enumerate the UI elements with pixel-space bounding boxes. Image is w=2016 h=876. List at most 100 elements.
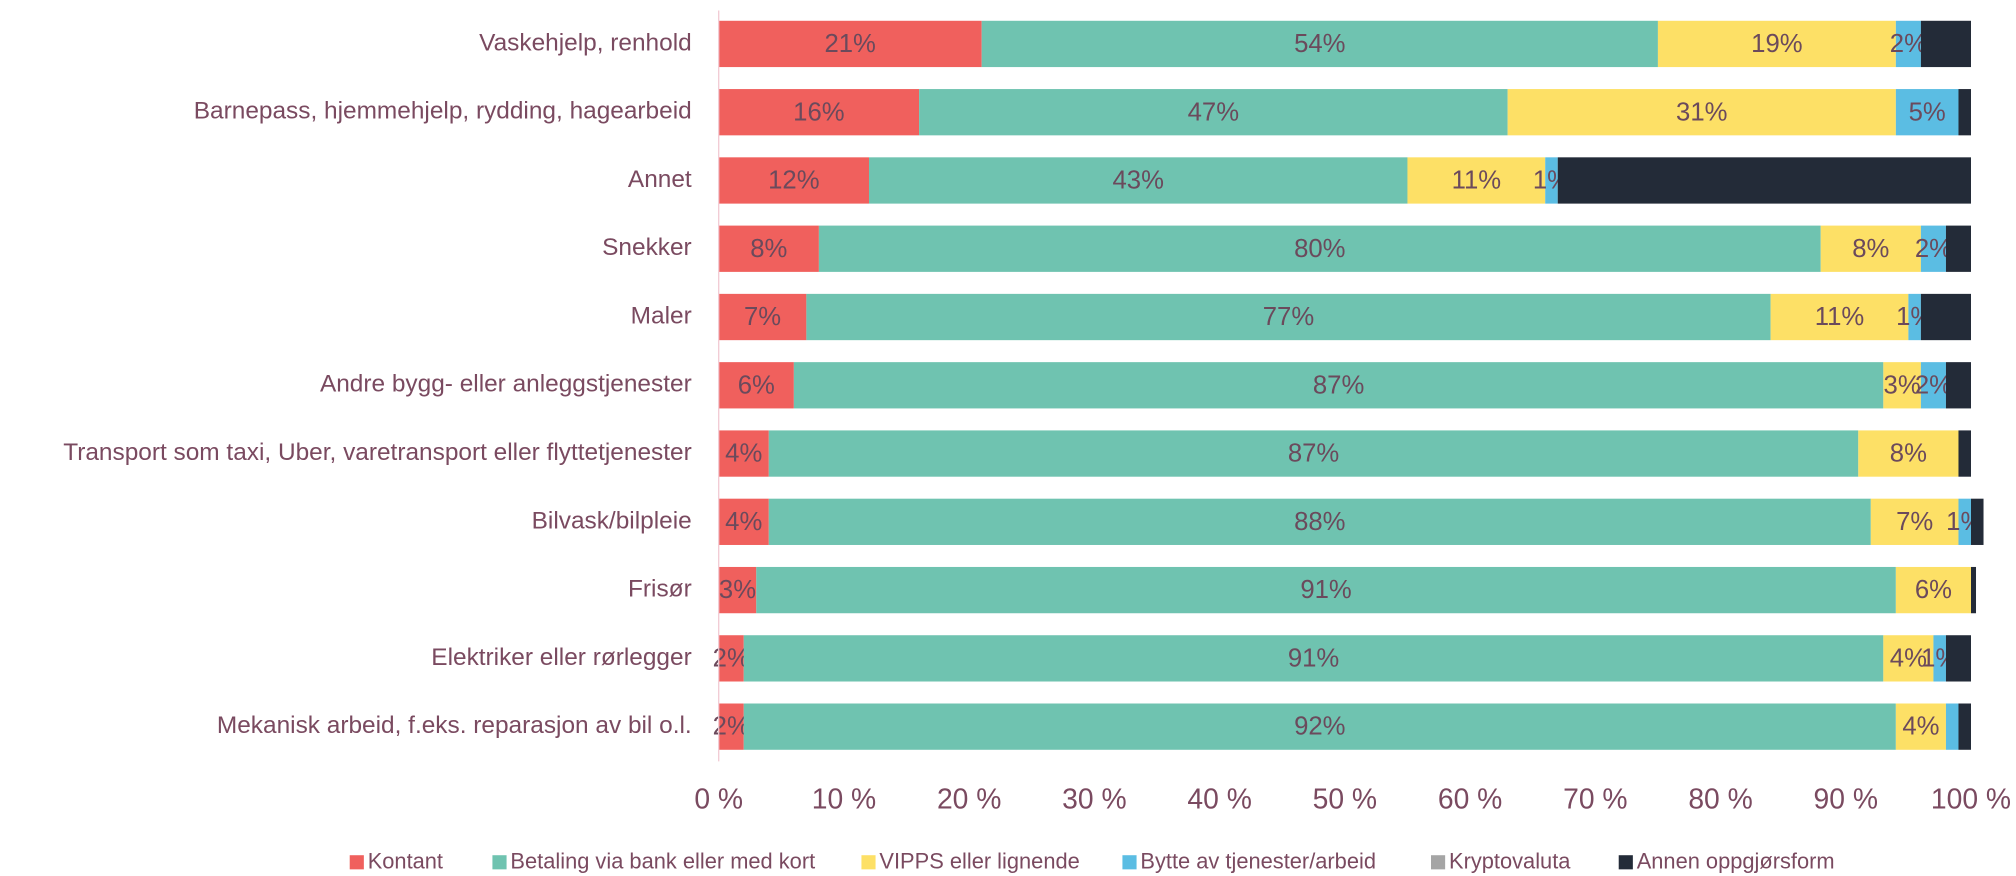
value-label: 19% [1751,30,1802,58]
bar-segment [718,225,819,272]
bar-segment [743,703,1896,750]
value-label: 7% [744,303,781,331]
value-label: 8% [1890,440,1927,468]
value-label: 54% [1294,30,1345,58]
category-label: Transport som taxi, Uber, varetransport … [63,439,691,466]
bar-segment [981,20,1658,68]
bar-segment [1920,20,1971,68]
bar-segment [718,498,769,545]
bar-segment [1958,498,1971,545]
category-label: Mekanisk arbeid, f.eks. reparasjon av bi… [217,712,692,739]
legend-swatch [492,855,507,870]
value-label: 47% [1188,98,1239,126]
bar-segment [743,635,1884,682]
category-label: Andre bygg- eller anleggstjenester [320,371,692,398]
value-label: 80% [1294,235,1345,263]
bar-segment [1870,498,1959,545]
value-label: 43% [1113,167,1164,195]
value-label: 87% [1313,371,1364,399]
bar-segment [1895,89,1959,136]
legend-label: Betaling via bank eller med kort [510,849,815,874]
category-label: Annet [628,166,692,193]
bar-segment [718,635,744,682]
bar-segment [1883,362,1921,409]
value-label: 92% [1294,713,1345,741]
bar-segment [1945,225,1971,272]
bar-segment [1945,635,1971,682]
bar-segment [818,225,1821,272]
bar-segment [1908,293,1921,341]
value-label: 8% [1852,235,1889,263]
value-label: 87% [1288,440,1339,468]
x-tick-label: 30 % [1062,783,1126,815]
bar-segment [1557,157,1971,204]
x-tick-label: 50 % [1313,783,1377,815]
bar-segment [1770,293,1909,341]
bar-segment [1507,89,1896,136]
x-tick-label: 100 % [1931,783,2011,815]
legend-label: VIPPS eller lignende [879,849,1079,874]
x-tick-label: 20 % [937,783,1001,815]
category-label: Vaskehjelp, renhold [479,29,692,56]
bar-segment [1895,566,1971,614]
bar-segment [718,430,769,477]
bar-segment [868,157,1408,204]
value-label: 4% [1890,644,1927,672]
bar-segment [768,430,1859,477]
bar-segment [1958,430,1971,477]
bar-segment [718,703,744,750]
value-label: 12% [768,167,819,195]
x-tick-label: 80 % [1688,783,1752,815]
x-tick-label: 40 % [1187,783,1251,815]
x-tick-label: 60 % [1438,783,1502,815]
bar-segment [806,293,1771,341]
legend-swatch [861,855,876,870]
value-label: 5% [1909,98,1946,126]
x-tick-label: 0 % [694,783,743,815]
value-label: 11% [1452,167,1502,195]
category-label: Barnepass, hjemmehjelp, rydding, hagearb… [194,98,692,125]
bar-segment [718,566,757,614]
bar-segment [1895,703,1946,750]
bar-segment [1895,20,1921,68]
value-label: 3% [719,576,756,604]
value-label: 16% [793,98,844,126]
value-label: 2% [1915,371,1952,399]
x-tick-label: 90 % [1814,783,1878,815]
category-label: Snekker [602,234,692,261]
legend-label: Kryptovaluta [1449,849,1571,874]
legend-label: Kontant [368,849,443,874]
value-label: 3% [1884,371,1921,399]
bar-segment [1545,157,1558,204]
bar-segment [1945,362,1971,409]
value-label: 2% [1915,235,1952,263]
bar-segment [718,20,982,68]
value-label: 11% [1815,303,1865,331]
category-label: Frisør [628,576,692,603]
legend-label: Bytte av tjenester/arbeid [1140,849,1376,874]
bar-segment [1920,293,1971,341]
bar-segment [718,157,869,204]
category-label: Maler [631,302,692,329]
value-label: 2% [1890,30,1927,58]
bar-segment [1920,225,1946,272]
legend-label: Annen oppgjørsform [1637,849,1835,874]
bar-segment [1920,362,1946,409]
value-label: 6% [738,371,775,399]
bar-segment [793,362,1884,409]
value-label: 91% [1288,644,1339,672]
bar-segment [1958,89,1971,136]
x-tick-label: 70 % [1563,783,1627,815]
bar-segment [1971,498,1984,545]
bar-segment [1945,703,1959,750]
bar-segment [1820,225,1921,272]
value-label: 77% [1263,303,1314,331]
bar-segment [1407,157,1546,204]
value-label: 6% [1915,576,1952,604]
bar-segment [1657,20,1896,68]
value-label: 91% [1300,576,1351,604]
legend-swatch [1431,855,1446,870]
bar-segment [718,293,807,341]
